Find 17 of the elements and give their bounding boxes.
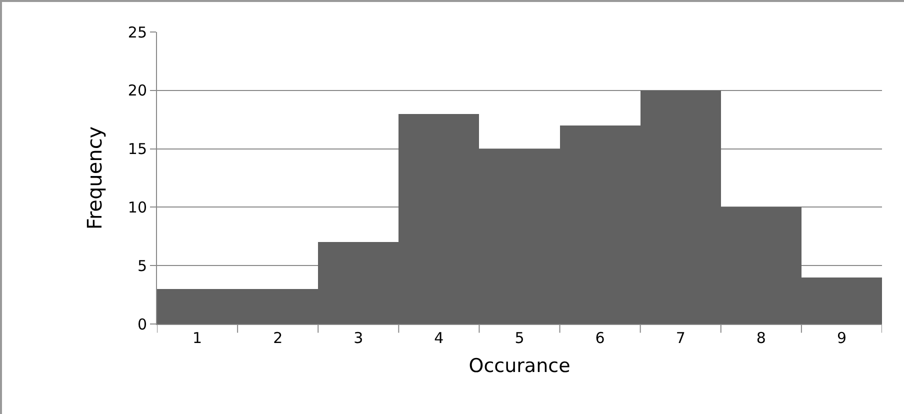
x-tick-label: 7 bbox=[676, 329, 686, 347]
x-tick-label: 4 bbox=[434, 329, 444, 347]
y-tick-label: 20 bbox=[128, 82, 147, 100]
x-tick-label: 2 bbox=[273, 329, 283, 347]
x-tick-label: 8 bbox=[756, 329, 766, 347]
x-tick-label: 3 bbox=[354, 329, 364, 347]
x-tick-label: 5 bbox=[514, 329, 524, 347]
x-tick-label: 6 bbox=[595, 329, 605, 347]
x-tick-label: 1 bbox=[192, 329, 202, 347]
y-axis-title: Frequency bbox=[82, 126, 106, 230]
y-tick-label: 10 bbox=[128, 198, 147, 216]
x-tick-label: 9 bbox=[836, 329, 846, 347]
y-tick-label: 0 bbox=[137, 315, 147, 334]
y-tick-label: 5 bbox=[137, 256, 147, 275]
x-axis-title: Occurance bbox=[468, 354, 570, 377]
y-tick-label: 25 bbox=[128, 23, 147, 42]
y-tick-label: 15 bbox=[128, 140, 147, 158]
